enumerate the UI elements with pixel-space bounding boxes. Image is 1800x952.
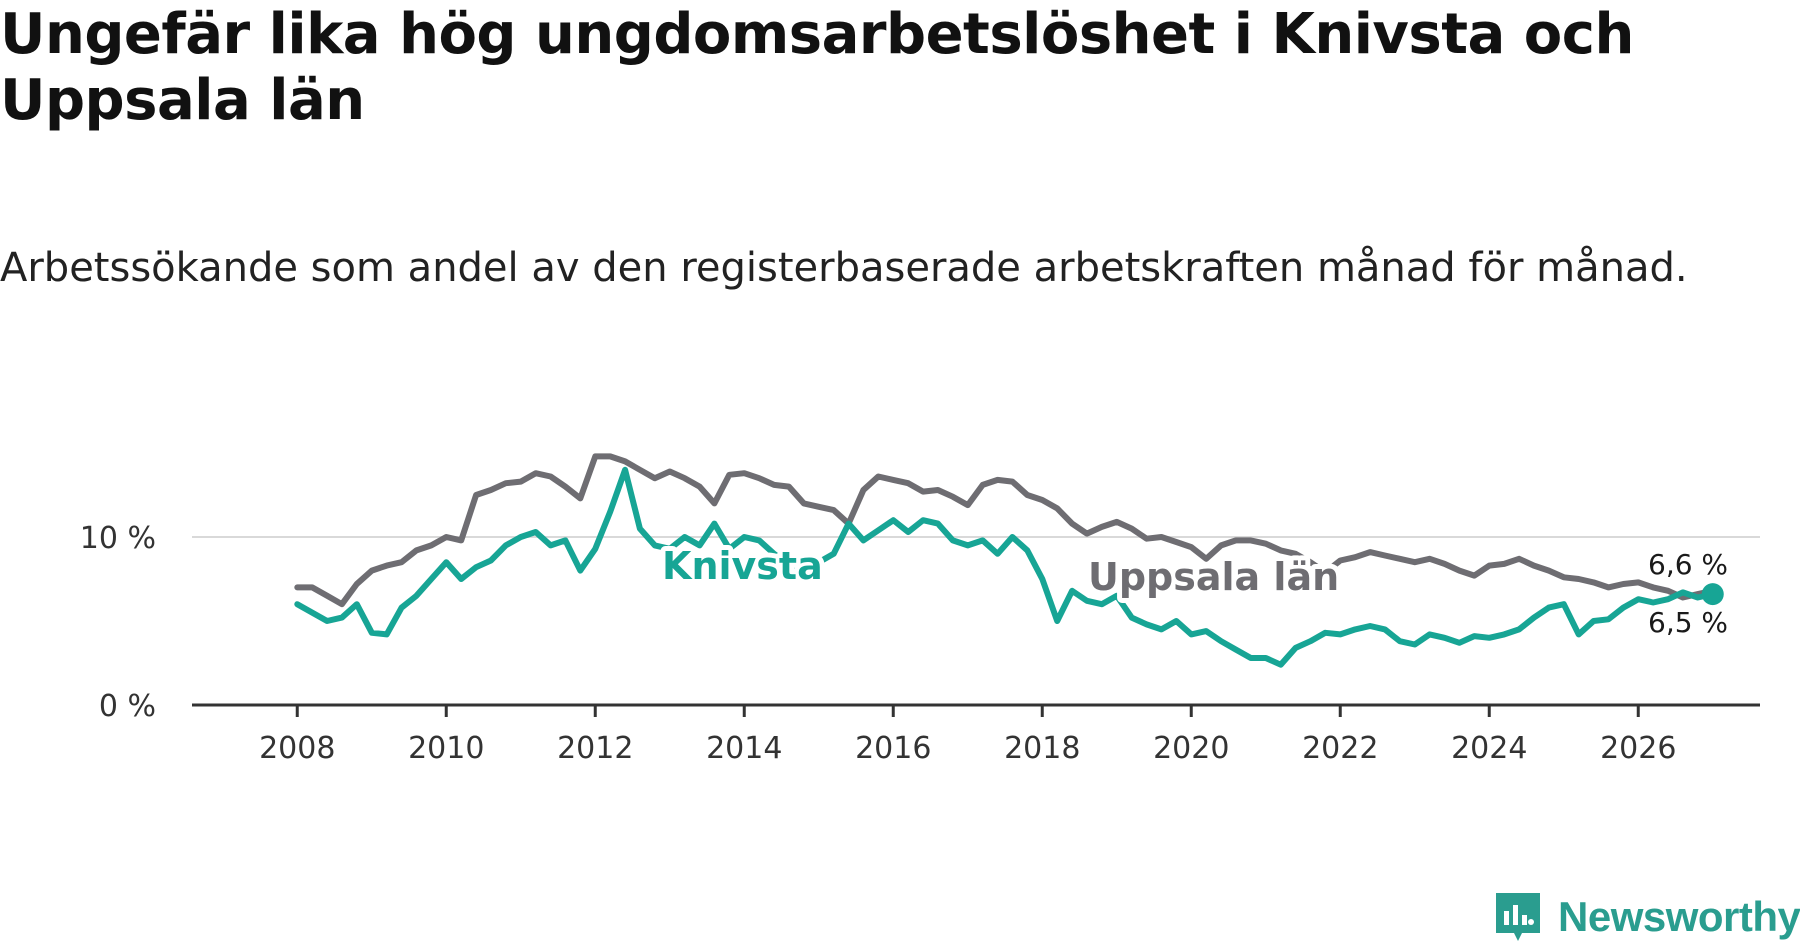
knivsta-end-marker bbox=[1701, 583, 1724, 606]
end-label-uppsala-lan: 6,6 % bbox=[1648, 548, 1728, 581]
x-tick-label: 2008 bbox=[259, 731, 335, 766]
brand-name: Newsworthy bbox=[1558, 893, 1800, 940]
series-line-knivsta bbox=[294, 466, 1716, 668]
x-tick-label: 2012 bbox=[557, 731, 633, 766]
y-tick-label: 10 % bbox=[80, 521, 156, 556]
series-label-knivsta: Knivsta bbox=[662, 544, 823, 588]
series-label-uppsala-lan-halo: Uppsala län bbox=[1088, 555, 1339, 599]
newsworthy-chart-icon bbox=[1496, 893, 1540, 941]
y-tick-label: 0 % bbox=[99, 689, 156, 724]
series-line-uppsala-lan bbox=[294, 453, 1716, 608]
x-tick-label: 2014 bbox=[706, 731, 782, 766]
chart-title: Ungefär lika hög ungdomsarbetslöshet i K… bbox=[0, 2, 1634, 133]
x-tick-label: 2020 bbox=[1153, 731, 1229, 766]
end-label-knivsta: 6,5 % bbox=[1648, 606, 1728, 639]
x-tick-label: 2016 bbox=[855, 731, 931, 766]
x-tick-label: 2024 bbox=[1451, 731, 1527, 766]
newsworthy-logo: Newsworthy bbox=[1492, 882, 1800, 952]
series-label-knivsta-halo: Knivsta bbox=[662, 544, 823, 588]
x-tick-label: 2018 bbox=[1004, 731, 1080, 766]
x-tick-label: 2010 bbox=[408, 731, 484, 766]
series-lines bbox=[294, 453, 1724, 668]
chart-subtitle: Arbetssökande som andel av den registerb… bbox=[0, 245, 1688, 291]
x-axis: 2008 2010 2012 2014 2016 2018 2020 2022 2024 2026 bbox=[192, 703, 1760, 766]
series-label-uppsala-lan: Uppsala län bbox=[1088, 555, 1339, 599]
x-tick-label: 2022 bbox=[1302, 731, 1378, 766]
x-tick-label: 2026 bbox=[1600, 731, 1676, 766]
